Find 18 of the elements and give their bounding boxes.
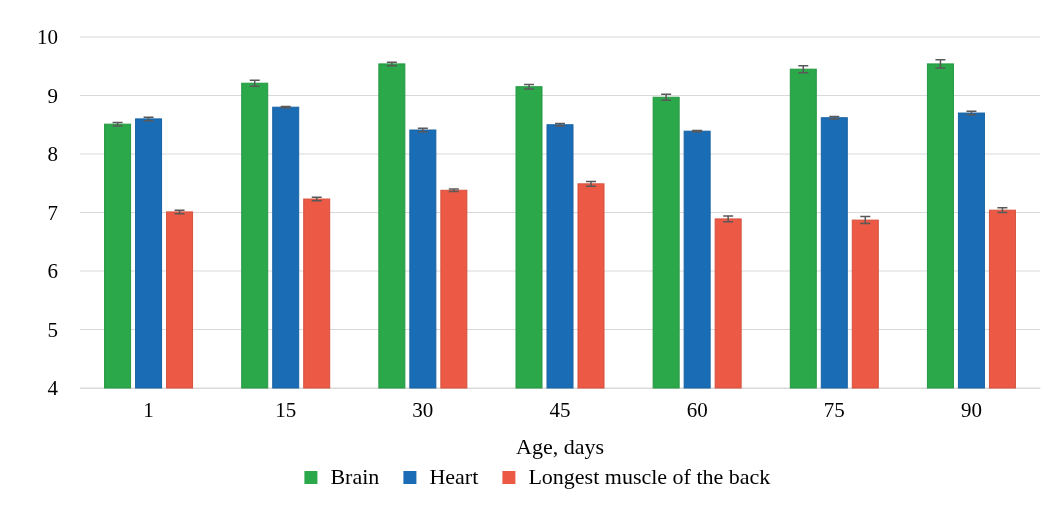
y-tick-label: 4 [47, 376, 59, 401]
y-tick-label: 9 [47, 83, 58, 108]
y-tick-label: 6 [47, 259, 58, 284]
legend-label: Heart [429, 464, 479, 489]
x-axis-title: Age, days [516, 434, 604, 459]
x-tick-label: 60 [686, 397, 708, 422]
y-tick-label: 10 [37, 25, 58, 50]
x-tick-label: 30 [412, 397, 434, 422]
x-tick-label: 15 [275, 397, 297, 422]
x-tick-label: 1 [143, 397, 154, 422]
legend-label: Longest muscle of the back [528, 464, 771, 489]
legend-label: Brain [330, 464, 380, 489]
x-tick-label: 90 [960, 397, 982, 422]
y-tick-label: 8 [47, 142, 58, 167]
x-tick-label: 75 [823, 397, 845, 422]
y-tick-label: 5 [47, 317, 58, 342]
y-tick-label: 7 [47, 200, 58, 225]
x-tick-label: 45 [549, 397, 571, 422]
